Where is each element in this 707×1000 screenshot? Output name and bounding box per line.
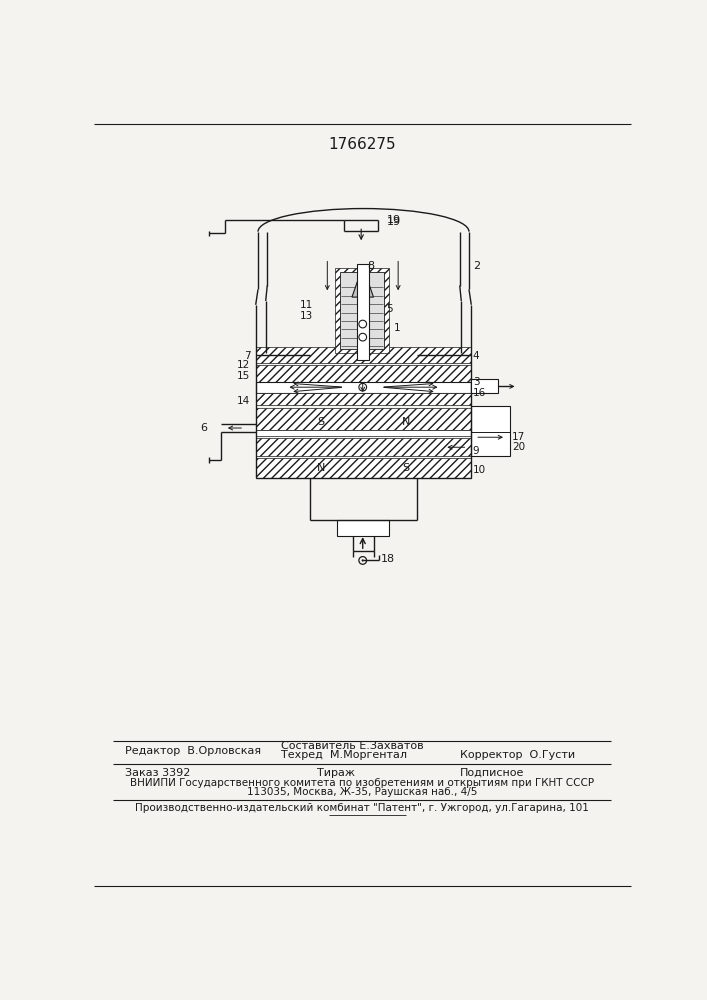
Bar [340,272,383,349]
Text: Корректор  О.Густи: Корректор О.Густи [460,750,575,760]
Bar [256,393,472,405]
Text: Производственно-издательский комбинат "Патент", г. Ужгород, ул.Гагарина, 101: Производственно-издательский комбинат "П… [135,803,589,813]
Text: 12: 12 [237,360,250,370]
Text: 11: 11 [300,300,313,310]
Text: 14: 14 [237,396,250,406]
Text: 18: 18 [381,554,395,564]
Bar [256,365,472,382]
Bar [337,520,389,536]
Polygon shape [352,266,373,297]
Text: Подписное: Подписное [460,768,524,778]
Text: 9: 9 [473,446,479,456]
Text: 17: 17 [512,432,525,442]
Bar [335,268,389,353]
Text: Составитель Е.Захватов: Составитель Е.Захватов [281,741,423,751]
Text: 6: 6 [200,423,207,433]
Text: 1766275: 1766275 [328,137,396,152]
Bar [256,458,472,478]
Text: N: N [402,417,410,427]
Text: 10: 10 [473,465,486,475]
Text: 8: 8 [368,261,375,271]
Bar [256,430,472,436]
Text: 3: 3 [473,377,479,387]
Circle shape [361,559,364,562]
Text: 20: 20 [512,442,525,452]
Text: 7: 7 [244,351,250,361]
Text: 19: 19 [387,217,401,227]
Text: 5: 5 [387,304,393,314]
Text: 2: 2 [473,261,480,271]
Bar [256,382,472,393]
Text: Редактор  В.Орловская: Редактор В.Орловская [125,746,261,756]
Text: S: S [317,417,325,427]
Text: Заказ 3392: Заказ 3392 [125,768,190,778]
Text: 13: 13 [300,311,313,321]
Text: Тираж: Тираж [317,768,356,778]
Text: Техред  М.Моргентал: Техред М.Моргентал [281,750,407,760]
Text: 16: 16 [473,388,486,398]
Bar [256,347,472,363]
Bar [356,264,369,360]
Bar [472,406,510,456]
Text: 1: 1 [395,323,401,333]
Text: 4: 4 [473,351,479,361]
Bar [472,379,498,393]
Text: S: S [402,463,409,473]
Bar [256,438,472,456]
Text: 113035, Москва, Ж-35, Раушская наб., 4/5: 113035, Москва, Ж-35, Раушская наб., 4/5 [247,787,477,797]
Text: 15: 15 [237,371,250,381]
Text: ВНИИПИ Государственного комитета по изобретениям и открытиям при ГКНТ СССР: ВНИИПИ Государственного комитета по изоб… [130,778,594,788]
Text: 19: 19 [387,215,401,225]
Text: N: N [317,463,325,473]
Bar [256,408,472,430]
